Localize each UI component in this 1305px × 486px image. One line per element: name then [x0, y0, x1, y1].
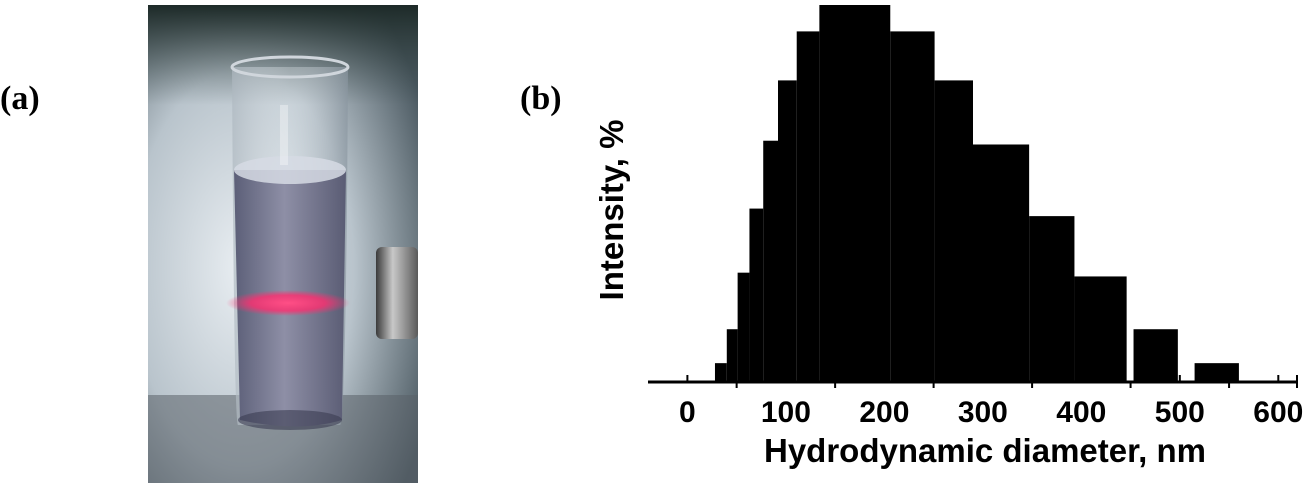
histogram-bar-14	[1194, 363, 1239, 382]
y-axis-title: Intensity, %	[593, 120, 630, 301]
x-tick-label: 300	[958, 396, 1008, 429]
histogram-bar-1	[726, 329, 738, 382]
panel-a-label: (a)	[0, 80, 40, 117]
histogram-chart: 0 100 200 300 400 500 600 Hydrodynamic diamete…	[593, 5, 1303, 469]
histogram-bar-13	[1133, 329, 1178, 382]
x-tick-label: 600	[1253, 396, 1303, 429]
histogram-bar-10	[973, 144, 1030, 382]
histogram-bar-5	[778, 80, 797, 383]
x-tick-label: 500	[1155, 396, 1205, 429]
histogram-bar-4	[763, 140, 778, 382]
histogram-bar-6	[796, 31, 820, 382]
x-tick-label: 200	[859, 396, 909, 429]
vial-photo	[148, 5, 418, 483]
panel-b-label: (b)	[520, 80, 562, 117]
histogram-bar-8	[890, 31, 935, 382]
histogram-bar-9	[934, 80, 973, 383]
laser-beam-shape	[226, 290, 350, 316]
x-tick-label: 0	[679, 396, 696, 429]
x-tick-label: 100	[761, 396, 811, 429]
x-axis-title: Hydrodynamic diameter, nm	[764, 432, 1206, 469]
vial-shape	[230, 55, 350, 430]
histogram-bar-0	[714, 363, 727, 382]
magnet-shape	[376, 247, 418, 339]
histogram-bar-11	[1029, 216, 1075, 382]
histogram-bar-12	[1074, 276, 1127, 382]
histogram-bar-3	[749, 208, 764, 382]
ticks-layer: 0 100 200 300 400 500 600	[679, 375, 1303, 429]
x-tick-label: 400	[1056, 396, 1106, 429]
histogram-bar-7	[819, 5, 891, 382]
bars-layer	[714, 5, 1239, 383]
histogram-bar-2	[737, 272, 750, 382]
